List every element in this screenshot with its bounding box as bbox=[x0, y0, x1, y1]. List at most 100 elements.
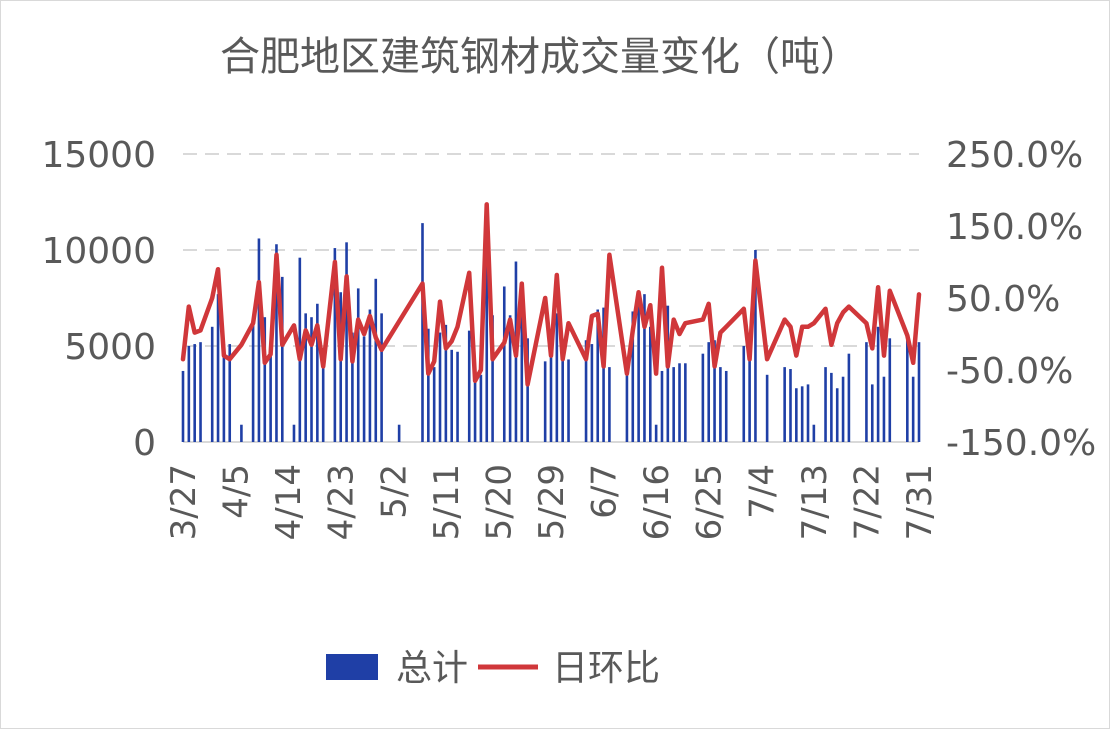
bar bbox=[269, 346, 272, 442]
bar bbox=[847, 353, 851, 442]
x-tick-label: 6/7 bbox=[585, 464, 625, 519]
bar bbox=[263, 317, 267, 442]
y-right-tick-label: -50.0% bbox=[946, 351, 1073, 392]
bar bbox=[456, 351, 459, 442]
bar bbox=[479, 374, 483, 442]
chart-title: 合肥地区建筑钢材成交量变化（吨） bbox=[220, 34, 860, 80]
y-axis-right: -150.0% -50.0% 50.0% 150.0% 250.0% bbox=[946, 135, 1096, 464]
x-axis: 3/27 4/5 4/14 4/23 5/2 5/11 5/20 5/29 6/7 6/16 6/2… bbox=[164, 464, 940, 540]
y-right-tick-label: 150.0% bbox=[946, 207, 1083, 248]
bar bbox=[707, 342, 711, 442]
bar bbox=[222, 344, 226, 442]
bar bbox=[427, 328, 430, 442]
bar bbox=[800, 386, 804, 442]
bar bbox=[917, 342, 921, 442]
x-tick-label: 5/11 bbox=[427, 464, 467, 540]
bar bbox=[602, 307, 605, 442]
legend-bar-swatch bbox=[326, 654, 378, 680]
bar bbox=[450, 349, 453, 442]
bar bbox=[351, 332, 354, 442]
bar bbox=[444, 324, 448, 442]
bar bbox=[193, 344, 196, 442]
bar bbox=[672, 367, 675, 442]
bar bbox=[321, 347, 325, 442]
bar bbox=[502, 286, 506, 442]
bar bbox=[830, 372, 833, 442]
legend: 总计 日环比 bbox=[326, 648, 660, 689]
bar bbox=[590, 344, 594, 442]
bar bbox=[678, 363, 681, 442]
bar bbox=[421, 223, 424, 442]
legend-line-label: 日环比 bbox=[552, 648, 660, 689]
bar bbox=[362, 336, 366, 442]
bar bbox=[882, 376, 886, 442]
bar bbox=[561, 349, 564, 442]
bar bbox=[368, 309, 372, 442]
x-tick-label: 6/16 bbox=[637, 464, 677, 540]
bar bbox=[491, 315, 494, 442]
bar bbox=[631, 311, 635, 442]
bar bbox=[181, 370, 185, 442]
bar bbox=[526, 338, 529, 442]
bar bbox=[485, 211, 489, 442]
bar bbox=[333, 248, 337, 442]
bar bbox=[275, 244, 278, 442]
bar bbox=[257, 238, 261, 442]
bar bbox=[199, 342, 202, 442]
bar bbox=[870, 384, 874, 442]
bar bbox=[216, 294, 220, 442]
bar bbox=[316, 303, 319, 442]
y-left-tick-label: 0 bbox=[133, 423, 156, 464]
bar bbox=[555, 313, 559, 442]
bar bbox=[438, 332, 442, 442]
x-tick-label: 7/13 bbox=[795, 464, 835, 540]
bar bbox=[806, 384, 810, 442]
bar bbox=[467, 330, 471, 442]
x-tick-label: 3/27 bbox=[164, 464, 204, 540]
bar bbox=[625, 359, 629, 442]
bar bbox=[754, 250, 757, 442]
x-tick-label: 7/4 bbox=[742, 464, 782, 519]
x-tick-label: 5/29 bbox=[532, 464, 572, 540]
bar bbox=[543, 361, 547, 442]
bar bbox=[187, 346, 191, 442]
line-path bbox=[180, 202, 922, 387]
bar bbox=[310, 317, 313, 442]
bar bbox=[765, 374, 769, 442]
bar bbox=[281, 276, 284, 442]
bar bbox=[397, 424, 401, 442]
x-tick-label: 5/2 bbox=[374, 464, 414, 519]
bar bbox=[795, 388, 798, 442]
bar bbox=[835, 388, 839, 442]
bar bbox=[906, 334, 909, 442]
bar-series bbox=[181, 211, 921, 442]
bar bbox=[824, 367, 827, 442]
bar bbox=[841, 376, 845, 442]
bar bbox=[292, 424, 296, 442]
bar bbox=[876, 326, 880, 442]
bar bbox=[654, 424, 658, 442]
bar bbox=[888, 338, 892, 442]
bar bbox=[228, 344, 232, 442]
bar bbox=[508, 315, 512, 442]
bar bbox=[701, 353, 705, 442]
bar bbox=[473, 365, 477, 442]
bar bbox=[637, 298, 640, 442]
bar bbox=[584, 340, 588, 442]
bar bbox=[210, 326, 214, 442]
bar bbox=[742, 346, 746, 442]
bar bbox=[719, 367, 722, 442]
y-left-tick-label: 10000 bbox=[41, 231, 156, 272]
bar bbox=[345, 242, 348, 442]
bar bbox=[608, 367, 611, 442]
y-right-tick-label: 250.0% bbox=[946, 135, 1083, 176]
x-tick-label: 4/23 bbox=[322, 464, 362, 540]
x-tick-label: 4/14 bbox=[269, 464, 309, 540]
bar bbox=[643, 294, 646, 442]
y-right-tick-label: -150.0% bbox=[946, 423, 1096, 464]
bar bbox=[339, 292, 343, 442]
line-series bbox=[180, 202, 922, 387]
bar bbox=[812, 424, 816, 442]
bar bbox=[865, 342, 868, 442]
